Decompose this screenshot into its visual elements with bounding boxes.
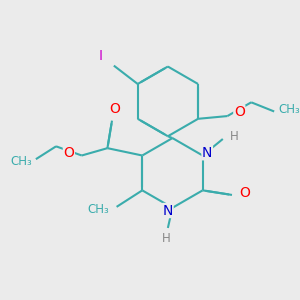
Text: N: N — [163, 203, 173, 218]
Text: O: O — [109, 102, 120, 116]
Text: CH₃: CH₃ — [87, 203, 109, 216]
Text: CH₃: CH₃ — [10, 154, 32, 167]
Text: O: O — [64, 146, 74, 160]
Text: O: O — [234, 105, 245, 119]
Text: I: I — [99, 50, 103, 63]
Text: O: O — [239, 186, 250, 200]
Text: H: H — [230, 130, 238, 143]
Text: H: H — [162, 232, 170, 245]
Text: N: N — [202, 146, 212, 160]
Text: CH₃: CH₃ — [278, 103, 300, 116]
